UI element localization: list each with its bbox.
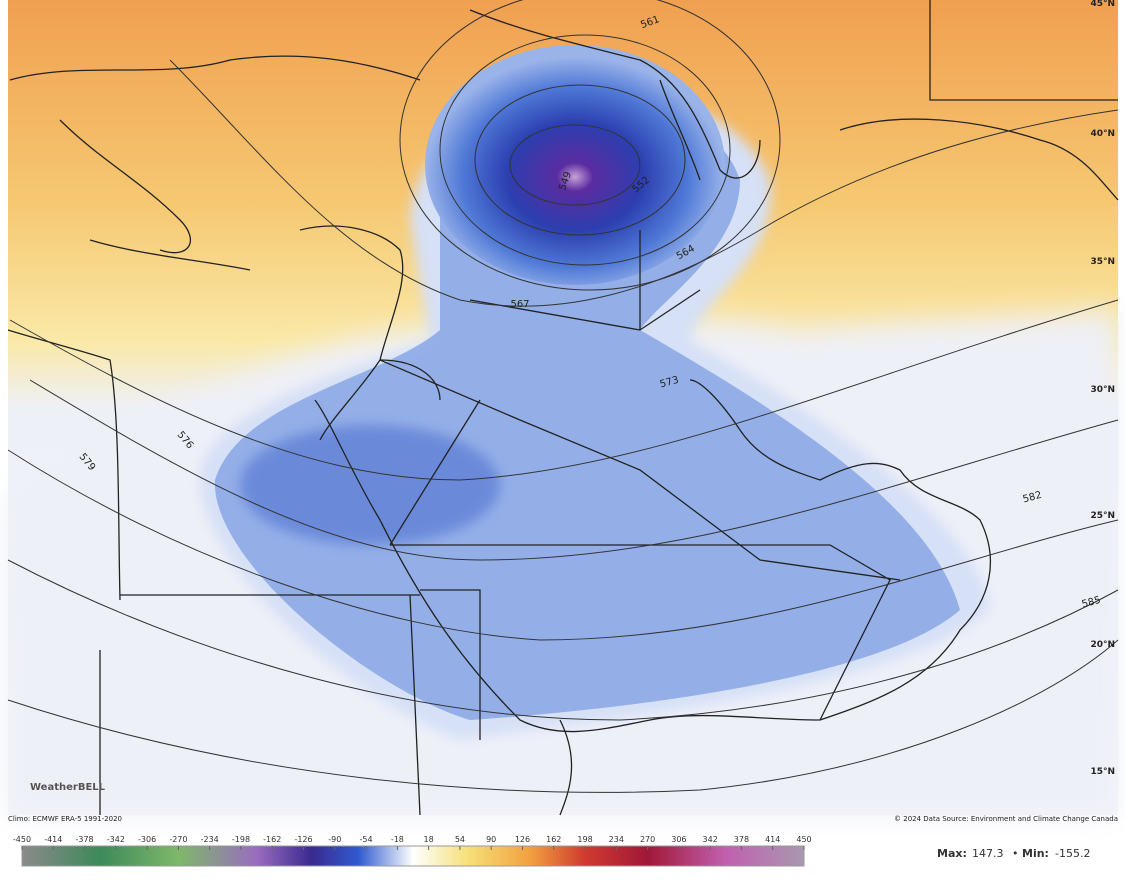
min-value: -155.2	[1055, 847, 1090, 860]
colorbar	[21, 845, 805, 867]
contour-label: 582	[1022, 490, 1043, 506]
max-label: Max:	[937, 847, 967, 860]
lat-label: 20°N	[1090, 640, 1115, 650]
logo: WeatherBELL	[30, 782, 106, 793]
colorbar-tick-label: 414	[765, 835, 780, 844]
lat-label: 40°N	[1090, 129, 1115, 139]
colorbar-tick-label: 198	[577, 835, 592, 844]
source-credit: © 2024 Data Source: Environment and Clim…	[894, 815, 1118, 823]
colorbar-tick-label: 126	[515, 835, 530, 844]
colorbar-tick-label: 270	[640, 835, 655, 844]
contour-label: 567	[510, 299, 529, 310]
colorbar-tick-label: 450	[796, 835, 811, 844]
max-value: 147.3	[972, 847, 1004, 860]
contour-label: 585	[1081, 595, 1102, 611]
colorbar-tick-label: 162	[546, 835, 561, 844]
anomaly-mid	[214, 101, 960, 720]
colorbar-tick-label: 342	[703, 835, 718, 844]
map	[7, 0, 1119, 816]
colorbar-tick-label: -198	[232, 835, 250, 844]
lat-label: 30°N	[1090, 385, 1115, 395]
lat-label: 15°N	[1090, 767, 1115, 777]
contours	[7, 0, 1119, 793]
coastlines	[7, 0, 1119, 816]
colorbar-tick-label: 306	[671, 835, 686, 844]
colorbar-tick-label: 54	[455, 835, 465, 844]
colorbar-tick-label: -90	[328, 835, 341, 844]
colorbar-tick-label: 234	[609, 835, 624, 844]
secondary-low	[240, 425, 500, 545]
colorbar-tick-label: -162	[263, 835, 281, 844]
lat-label: 25°N	[1090, 511, 1115, 521]
low-center	[425, 45, 725, 285]
colorbar-tick-label: -378	[75, 835, 93, 844]
colorbar-tick-label: -414	[44, 835, 62, 844]
colorbar-tick-label: 90	[486, 835, 496, 844]
climo-credit: Climo: ECMWF ERA-5 1991-2020	[8, 815, 122, 823]
colorbar-tick-label: 378	[734, 835, 749, 844]
latitude-labels: 45°N 40°N 35°N 30°N 25°N 20°N 15°N	[1090, 0, 1115, 777]
colorbar-tick-label: 18	[424, 835, 434, 844]
colorbar-tick-label: -270	[169, 835, 187, 844]
colorbar-tick-label: -342	[107, 835, 125, 844]
lat-label: 45°N	[1090, 0, 1115, 9]
contour-label: 573	[659, 375, 680, 391]
colorbar-tick-label: -126	[294, 835, 312, 844]
colorbar-tick-label: -234	[201, 835, 219, 844]
min-label: Min:	[1022, 847, 1049, 860]
colorbar-ticks: -450 -414 -378 -342 -306 -270 -234 -198 -162 -126…	[13, 835, 812, 850]
colorbar-tick-label: -306	[138, 835, 156, 844]
colorbar-tick-label: -450	[13, 835, 31, 844]
stats: Max: 147.3 • Min: -155.2	[937, 847, 1090, 860]
colorbar-tick-label: -54	[360, 835, 373, 844]
lat-label: 35°N	[1090, 257, 1115, 267]
colorbar-tick-label: -18	[391, 835, 404, 844]
separator: •	[1012, 847, 1019, 860]
